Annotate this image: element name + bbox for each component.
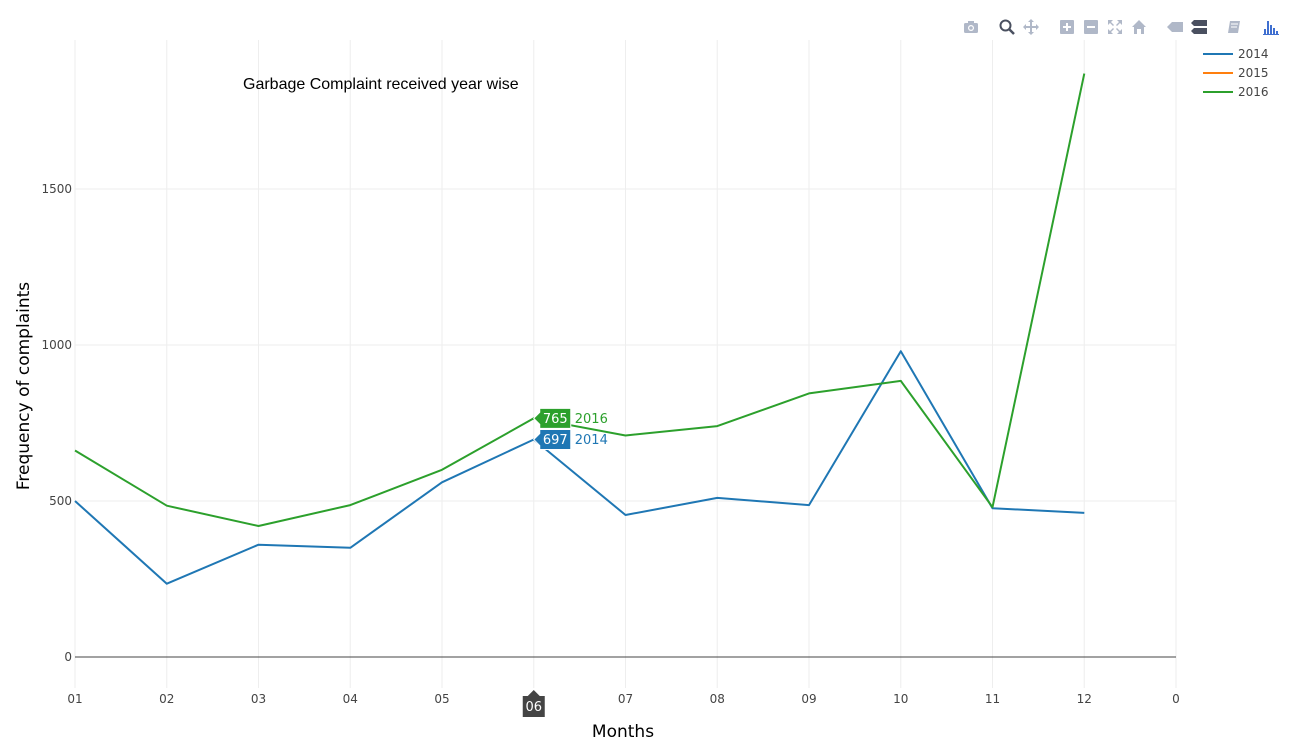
legend-label: 2016	[1238, 85, 1269, 99]
camera-icon	[964, 21, 978, 33]
hover-label-2016: 765 2016	[533, 407, 608, 429]
legend[interactable]: 2014 2015 2016	[1203, 47, 1269, 99]
modebar-group	[1163, 16, 1211, 38]
hover-tooltip: 765 2016 697 2014 06	[522, 407, 608, 717]
autoscale-button[interactable]	[1103, 16, 1127, 38]
plotly-logo-icon	[1263, 21, 1279, 35]
zoom-out-icon	[1084, 20, 1098, 34]
hover-value: 765	[543, 412, 568, 427]
hover-x-box	[522, 690, 545, 717]
modebar-group	[995, 16, 1043, 38]
zoom-in-button[interactable]	[1055, 16, 1079, 38]
hover-compare-button[interactable]	[1187, 16, 1211, 38]
zoom-in-icon	[1060, 20, 1074, 34]
y-tick-label: 1500	[41, 182, 72, 196]
plotly-logo-button[interactable]	[1259, 16, 1283, 38]
x-tick-label: 01	[67, 692, 82, 706]
hover-closest-icon	[1167, 22, 1183, 32]
camera-button[interactable]	[959, 16, 983, 38]
hover-x-label: 06	[522, 690, 545, 717]
x-tick-label: 0	[1172, 692, 1180, 706]
x-tick-label: 02	[159, 692, 174, 706]
hover-box	[533, 429, 572, 451]
pan-button[interactable]	[1019, 16, 1043, 38]
y-tick-label: 1000	[41, 338, 72, 352]
reset-axes-icon	[1132, 20, 1146, 34]
series-line-2014[interactable]	[74, 350, 1085, 585]
y-axis-ticks: 0 500 1000 1500	[41, 182, 72, 664]
hover-value: 697	[543, 433, 568, 448]
y-tick-label: 0	[64, 650, 72, 664]
legend-item-2014[interactable]: 2014	[1203, 47, 1269, 61]
legend-label: 2014	[1238, 47, 1269, 61]
pan-icon	[1023, 19, 1039, 35]
legend-label: 2015	[1238, 66, 1269, 80]
chart-title: Garbage Complaint received year wise	[243, 76, 519, 93]
x-tick-label: 10	[893, 692, 908, 706]
x-tick-label: 04	[343, 692, 358, 706]
modebar-group	[1259, 16, 1283, 38]
y-tick-label: 500	[49, 494, 72, 508]
series-line-2016[interactable]	[74, 73, 1086, 527]
hover-series-name: 2016	[575, 412, 608, 427]
legend-item-2016[interactable]: 2016	[1203, 85, 1269, 99]
autoscale-icon	[1108, 20, 1122, 34]
hover-closest-button[interactable]	[1163, 16, 1187, 38]
x-axis-ticks: 01 02 03 04 05 07 08 09 10 11 12 0	[67, 692, 1179, 706]
x-tick-label: 07	[618, 692, 633, 706]
hover-box	[533, 407, 572, 429]
x-tick-label: 08	[710, 692, 725, 706]
modebar-group	[1223, 16, 1247, 38]
zoom-icon	[999, 19, 1015, 35]
hover-compare-icon	[1191, 20, 1207, 34]
edit-icon	[1228, 21, 1240, 33]
y-axis-title: Frequency of complaints	[14, 282, 34, 490]
x-axis-title: Months	[592, 722, 654, 742]
hover-series-name: 2014	[575, 433, 608, 448]
zoom-button[interactable]	[995, 16, 1019, 38]
x-tick-label: 11	[985, 692, 1000, 706]
x-tick-label: 09	[801, 692, 816, 706]
grid-lines	[74, 40, 1177, 688]
series-layer	[74, 73, 1086, 585]
modebar	[947, 16, 1283, 38]
hover-label-2014: 697 2014	[533, 429, 608, 451]
legend-item-2015[interactable]: 2015	[1203, 66, 1269, 80]
x-tick-label: 12	[1077, 692, 1092, 706]
reset-axes-button[interactable]	[1127, 16, 1151, 38]
x-tick-label: 03	[251, 692, 266, 706]
zoom-out-button[interactable]	[1079, 16, 1103, 38]
edit-button[interactable]	[1223, 16, 1247, 38]
x-tick-label: 05	[434, 692, 449, 706]
modebar-group	[959, 16, 983, 38]
modebar-group	[1055, 16, 1151, 38]
hover-x-text: 06	[525, 700, 542, 715]
